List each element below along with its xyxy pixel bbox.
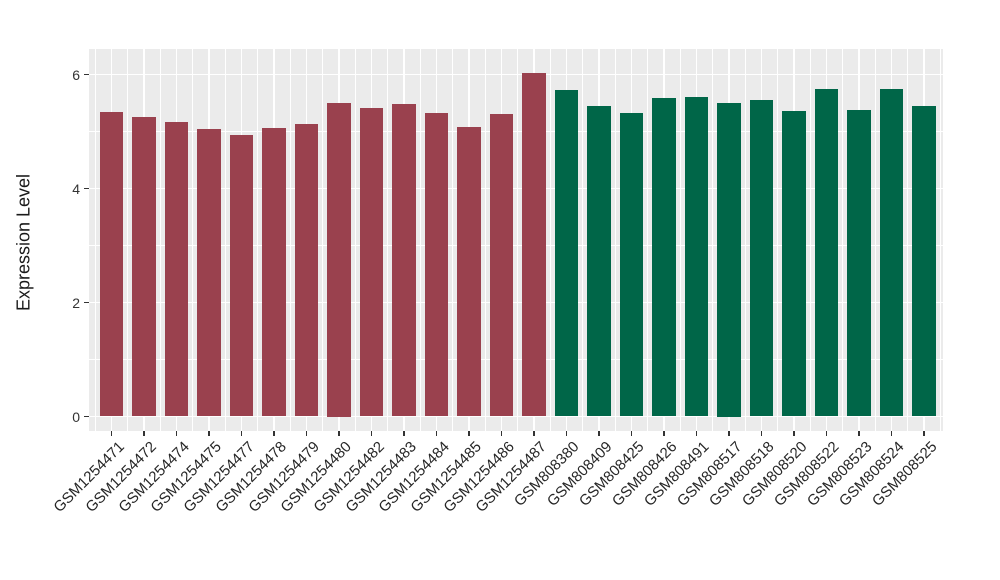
x-axis-tick (663, 431, 665, 436)
gridline-minor-v (874, 49, 876, 431)
bar (652, 97, 676, 417)
gridline-minor-v (809, 49, 811, 431)
bar (782, 110, 806, 417)
x-axis-tick (793, 431, 795, 436)
gridline-minor-v (517, 49, 519, 431)
x-axis-tick (565, 431, 568, 436)
gridline-minor-v (907, 49, 909, 431)
gridline-minor-v (614, 49, 616, 431)
bar (359, 107, 384, 417)
x-axis-tick (500, 431, 503, 436)
y-tick-label: 6 (72, 66, 80, 83)
y-tick-label: 4 (72, 180, 80, 197)
gridline-minor-v (387, 49, 389, 431)
x-axis-tick (728, 431, 730, 436)
bar (587, 105, 611, 417)
x-axis-tick (305, 431, 308, 436)
bar (132, 116, 156, 417)
gridline-minor-v (322, 49, 324, 431)
x-axis-tick (435, 431, 438, 436)
bar (749, 99, 774, 417)
x-axis-tick (630, 431, 633, 436)
x-axis-tick (890, 431, 893, 436)
gridline-minor-v (744, 49, 746, 431)
bar (847, 109, 871, 417)
gridline-minor-h (89, 131, 943, 132)
x-axis-tick (338, 431, 340, 436)
gridline-minor-v (679, 49, 681, 431)
gridline-minor-v (224, 49, 226, 431)
gridline-minor-v (94, 49, 96, 431)
x-axis-tick (143, 431, 145, 436)
gridline-major-h (89, 187, 943, 190)
bar (99, 111, 124, 417)
y-axis-tick (84, 188, 89, 190)
bar (522, 73, 546, 417)
gridline-minor-v (452, 49, 454, 431)
bar (457, 126, 481, 417)
bar (327, 103, 351, 417)
gridline-minor-v (647, 49, 649, 431)
gridline-minor-v (549, 49, 551, 431)
gridline-major-h (89, 73, 943, 76)
x-axis-tick (175, 431, 178, 436)
gridline-minor-v (582, 49, 584, 431)
gridline-minor-v (419, 49, 421, 431)
bar (229, 134, 254, 417)
x-axis-tick (825, 431, 828, 436)
bar (717, 103, 741, 417)
y-tick-label: 0 (72, 408, 80, 425)
gridline-major-h (89, 301, 943, 304)
bar (294, 123, 319, 417)
x-axis-tick (695, 431, 698, 436)
bar (684, 97, 709, 417)
y-axis-tick (84, 74, 89, 76)
bar (262, 127, 286, 417)
gridline-minor-v (777, 49, 779, 431)
bar (424, 112, 449, 417)
x-axis-tick (858, 431, 860, 436)
x-axis-tick (273, 431, 275, 436)
gridline-minor-h (89, 359, 943, 360)
plot-panel (89, 49, 943, 431)
x-axis-tick (468, 431, 470, 436)
bar (619, 112, 644, 417)
y-axis-tick (84, 416, 89, 418)
bar (879, 89, 904, 417)
gridline-minor-v (159, 49, 161, 431)
gridline-minor-v (127, 49, 129, 431)
gridline-minor-v (484, 49, 486, 431)
gridline-major-h (89, 415, 943, 418)
x-axis-tick (403, 431, 405, 436)
gridline-minor-h (89, 245, 943, 246)
bar (489, 113, 514, 417)
x-axis-tick (923, 431, 925, 436)
gridline-minor-v (192, 49, 194, 431)
bar (814, 89, 839, 417)
gridline-minor-v (257, 49, 259, 431)
x-axis-tick (240, 431, 243, 436)
x-axis-tick (760, 431, 763, 436)
bar (197, 129, 221, 417)
gridline-minor-v (354, 49, 356, 431)
gridline-minor-v (842, 49, 844, 431)
y-tick-label: 2 (72, 294, 80, 311)
gridline-minor-v (712, 49, 714, 431)
y-axis-title: Expression Level (13, 173, 34, 312)
bar (554, 90, 579, 417)
gridline-minor-v (289, 49, 291, 431)
x-axis-tick (208, 431, 210, 436)
bar (392, 104, 416, 417)
y-axis-tick (84, 302, 89, 304)
x-axis-tick (598, 431, 600, 436)
x-axis-tick (533, 431, 535, 436)
bar (912, 106, 936, 417)
bar (164, 122, 189, 417)
x-axis-tick (110, 431, 113, 436)
x-axis-tick (370, 431, 373, 436)
gridline-minor-v (939, 49, 941, 431)
